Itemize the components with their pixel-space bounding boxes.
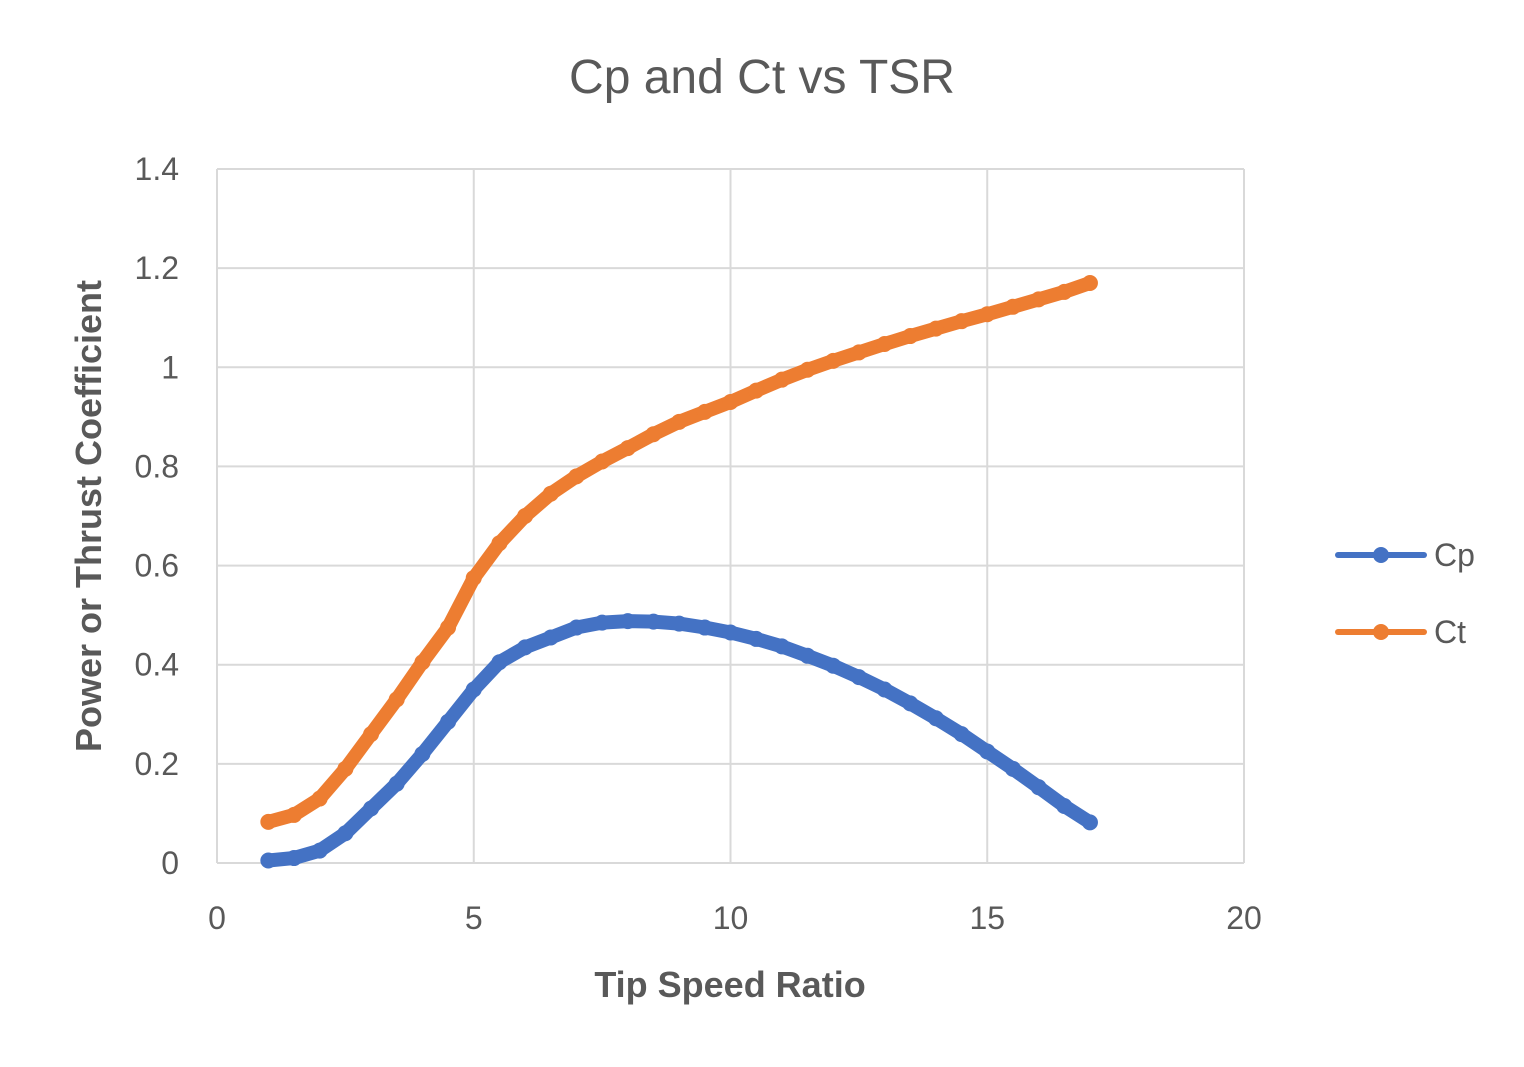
x-tick-label: 15	[969, 900, 1005, 936]
chart-title: Cp and Ct vs TSR	[569, 51, 955, 104]
data-point	[696, 619, 713, 636]
data-point	[311, 842, 328, 859]
data-point	[825, 352, 842, 369]
data-point	[311, 790, 328, 807]
data-point	[1081, 275, 1098, 292]
data-point	[594, 614, 611, 631]
data-point	[1056, 797, 1073, 814]
data-point	[440, 713, 457, 730]
y-tick-label: 1	[161, 349, 179, 385]
data-point	[979, 743, 996, 760]
data-point	[902, 328, 919, 345]
data-point	[902, 695, 919, 712]
data-point	[927, 320, 944, 337]
data-point	[260, 852, 277, 869]
x-axis-title: Tip Speed Ratio	[594, 964, 865, 1005]
data-point	[363, 800, 380, 817]
series-cp	[260, 613, 1098, 869]
data-point	[517, 508, 534, 524]
y-tick-label: 1.2	[135, 250, 179, 286]
y-tick-label: 0.4	[135, 647, 179, 683]
y-tick-label: 0.6	[135, 548, 179, 584]
data-point	[953, 726, 970, 743]
data-point	[671, 413, 688, 430]
data-point	[722, 624, 739, 641]
data-point	[799, 647, 816, 664]
data-point	[260, 813, 277, 830]
x-tick-label: 20	[1226, 900, 1262, 936]
x-tick-label: 0	[208, 900, 226, 936]
legend-label: Ct	[1434, 614, 1466, 650]
data-point	[850, 669, 867, 686]
legend-marker	[1373, 547, 1389, 563]
legend-item-cp: Cp	[1335, 537, 1475, 573]
data-point	[1081, 814, 1098, 831]
data-point	[876, 681, 893, 698]
legend-item-ct: Ct	[1335, 614, 1466, 650]
data-point	[645, 613, 662, 630]
data-point	[645, 426, 662, 443]
data-point	[568, 619, 585, 636]
data-point	[465, 681, 482, 698]
data-point	[850, 344, 867, 361]
data-point	[491, 654, 508, 671]
data-point	[799, 361, 816, 378]
data-point	[979, 306, 996, 323]
data-point	[773, 371, 790, 388]
y-tick-label: 0	[161, 845, 179, 881]
data-point	[927, 710, 944, 727]
data-point	[748, 382, 765, 399]
data-point	[542, 629, 559, 646]
data-point	[825, 657, 842, 674]
series-line-cp	[261, 614, 1097, 868]
data-point	[696, 403, 713, 420]
data-point	[748, 630, 765, 647]
x-tick-label: 5	[465, 900, 483, 936]
data-point	[286, 850, 303, 867]
series-ct	[260, 275, 1098, 830]
data-point	[517, 639, 534, 656]
data-point	[619, 440, 636, 457]
data-point	[876, 335, 893, 352]
data-point	[1004, 298, 1021, 315]
data-point	[542, 485, 559, 502]
data-point	[388, 691, 405, 708]
data-point	[337, 760, 354, 777]
data-point	[363, 726, 380, 743]
data-point	[671, 615, 688, 632]
x-tick-label: 10	[713, 900, 749, 936]
data-point	[1004, 760, 1021, 777]
data-point	[1056, 283, 1073, 300]
data-point	[388, 775, 405, 792]
data-point	[286, 806, 303, 823]
y-tick-label: 0.8	[135, 448, 179, 484]
data-point	[1030, 779, 1047, 796]
y-axis-title: Power or Thrust Coefficient	[68, 280, 109, 752]
legend-marker	[1373, 624, 1389, 640]
y-tick-label: 1.4	[135, 151, 179, 187]
legend-label: Cp	[1434, 537, 1475, 573]
data-point	[491, 535, 508, 552]
data-point	[414, 654, 431, 671]
data-point	[594, 453, 611, 470]
y-tick-label: 0.2	[135, 746, 179, 782]
data-point	[953, 313, 970, 330]
data-point	[440, 619, 457, 636]
data-point	[414, 745, 431, 762]
data-point	[337, 825, 354, 842]
data-point	[722, 393, 739, 410]
data-point	[1030, 291, 1047, 308]
data-point	[465, 569, 482, 586]
data-point	[619, 613, 636, 630]
data-point	[568, 468, 585, 485]
data-point	[773, 638, 790, 655]
